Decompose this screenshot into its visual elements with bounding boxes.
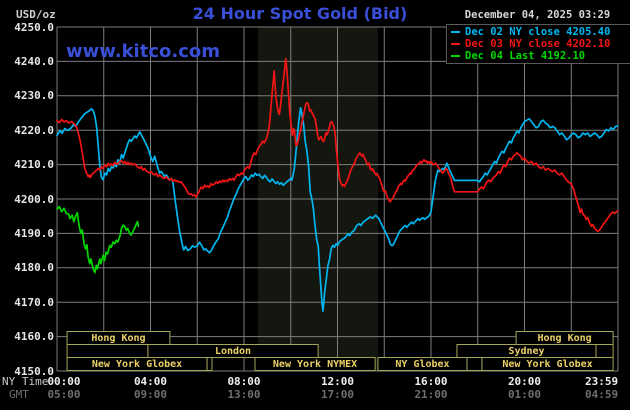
y-tick-label: 4180.0 <box>14 261 54 275</box>
x-tick-label-gmt: 21:00 <box>414 388 448 401</box>
y-tick-label: 4190.0 <box>14 226 54 240</box>
legend-row: Dec 02 NY close 4205.40 <box>451 26 630 38</box>
price-line-dec-03 <box>56 57 619 233</box>
price-line-dec-04 <box>56 205 140 274</box>
x-tick-label-ny: 08:00 <box>227 375 261 388</box>
x-tick-label-gmt: 13:00 <box>227 388 261 401</box>
ny-time-axis-label: NY Time <box>2 375 49 388</box>
legend-label: Dec 03 NY close 4202.10 <box>465 38 611 50</box>
x-tick-label-gmt: 09:00 <box>133 388 168 401</box>
session-box <box>466 357 483 371</box>
y-tick-label: 4220.0 <box>14 123 54 137</box>
y-axis-unit-label: USD/oz <box>16 8 56 21</box>
legend-label: Dec 02 NY close 4205.40 <box>465 26 611 38</box>
x-tick-label-gmt: 05:00 <box>47 388 81 401</box>
session-box <box>595 344 614 358</box>
session-label: New York Globex <box>502 359 592 370</box>
x-tick-label-ny: 23:59 <box>585 375 619 388</box>
legend-row: Dec 04 Last 4192.10 <box>451 50 630 62</box>
x-tick-label-ny: 00:00 <box>47 375 81 388</box>
x-tick-label-ny: 12:00 <box>320 375 355 388</box>
session-box-london <box>147 344 319 358</box>
chart-datetime: December 04, 2025 03:29 <box>464 9 611 21</box>
x-tick-label-ny: 20:00 <box>507 375 542 388</box>
x-tick-label-gmt: 01:00 <box>507 388 542 401</box>
session-box-new-york-nymex <box>254 357 376 371</box>
session-box <box>206 357 213 371</box>
session-label: Sydney <box>508 346 544 357</box>
x-tick-label-gmt: 17:00 <box>320 388 355 401</box>
legend-dash-icon <box>451 55 460 57</box>
price-line-dec-02 <box>56 106 619 312</box>
x-tick-label-gmt: 04:59 <box>585 388 619 401</box>
session-label: New York NYMEX <box>273 359 357 370</box>
y-tick-label: 4170.0 <box>14 295 54 309</box>
y-tick-label: 4240.0 <box>14 54 54 68</box>
x-tick-label-ny: 04:00 <box>133 375 168 388</box>
page-title: 24 Hour Spot Gold (Bid) <box>192 4 408 23</box>
legend-dash-icon <box>451 43 460 45</box>
legend-label: Dec 04 Last 4192.10 <box>465 50 586 62</box>
session-box <box>66 344 149 358</box>
chart-legend: Dec 02 NY close 4205.40 Dec 03 NY close 4… <box>446 24 630 64</box>
x-tick-label-ny: 16:00 <box>414 375 448 388</box>
y-tick-label: 4230.0 <box>14 89 54 103</box>
y-tick-label: 4210.0 <box>14 158 54 172</box>
session-label: New York Globex <box>92 359 182 370</box>
session-label: NY Globex <box>395 359 449 370</box>
y-tick-label: 4250.0 <box>14 20 54 34</box>
y-tick-label: 4200.0 <box>14 192 54 206</box>
kitco-watermark: www.kitco.com <box>66 41 220 62</box>
session-label: Hong Kong <box>91 333 145 344</box>
legend-dash-icon <box>451 31 460 33</box>
y-tick-label: 4160.0 <box>14 330 54 344</box>
session-label: Hong Kong <box>537 333 591 344</box>
session-label: London <box>215 346 251 357</box>
gmt-axis-label: GMT <box>9 388 29 401</box>
session-box-new-york-globex <box>481 357 614 371</box>
y-tick-label: 4150.0 <box>14 364 54 378</box>
legend-row: Dec 03 NY close 4202.10 <box>451 38 630 50</box>
